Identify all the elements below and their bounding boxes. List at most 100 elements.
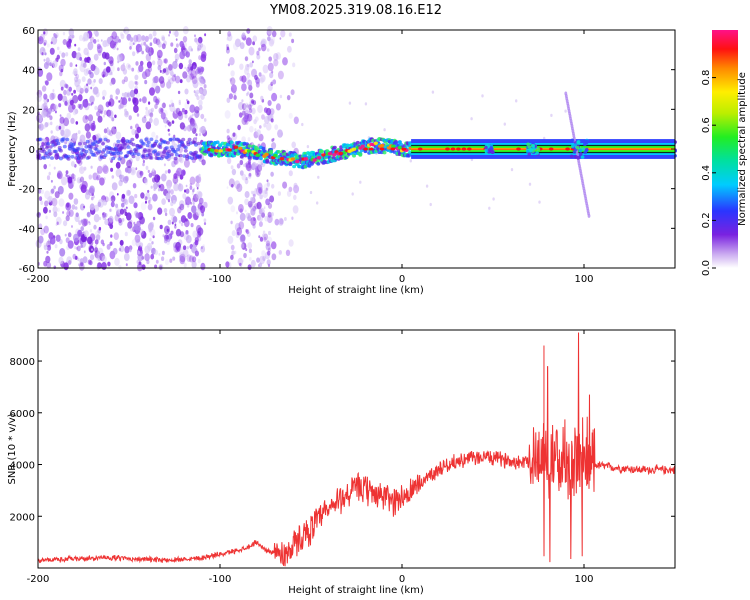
- spectral-cell: [168, 34, 171, 37]
- spectral-cell: [186, 100, 190, 105]
- spectral-cell: [176, 43, 179, 48]
- spectral-cell: [200, 54, 207, 62]
- spectral-cell: [125, 263, 128, 267]
- spectral-cell: [148, 117, 153, 124]
- spectral-cell: [564, 109, 567, 113]
- spectral-cell: [78, 142, 82, 146]
- spectral-cell: [61, 176, 68, 186]
- spectral-cell: [182, 193, 187, 199]
- spectral-cell: [109, 81, 113, 86]
- spectral-cell: [265, 122, 272, 131]
- spectral-cell: [368, 147, 374, 151]
- spectral-cell: [266, 182, 270, 187]
- spectral-cell: [271, 92, 278, 102]
- spectral-cell: [102, 40, 108, 48]
- spectral-cell: [267, 263, 271, 267]
- spectral-cell: [101, 51, 107, 59]
- spectral-cell: [227, 33, 233, 42]
- y-tick-label: 4000: [10, 461, 35, 472]
- spectral-cell: [183, 249, 189, 258]
- spectral-cell: [41, 52, 44, 56]
- spectral-cell: [178, 146, 184, 154]
- spectral-cell: [242, 259, 245, 263]
- spectral-cell: [102, 164, 108, 173]
- x-tick-label: 0: [399, 274, 405, 285]
- spectral-cell: [268, 56, 273, 62]
- spectral-cell: [278, 217, 284, 226]
- spectral-cell: [83, 47, 89, 56]
- spectral-cell: [178, 246, 185, 255]
- spectral-cell: [72, 109, 77, 116]
- spectral-cell: [135, 154, 140, 162]
- y-tick-label: 60: [22, 26, 35, 37]
- spectral-cell: [50, 188, 55, 194]
- spectral-cell: [137, 253, 144, 262]
- spectral-cell: [53, 166, 56, 170]
- spectral-cell: [271, 80, 275, 85]
- spectral-cell: [510, 168, 514, 172]
- spectral-cell: [185, 184, 188, 188]
- spectral-cell: [241, 32, 246, 38]
- spectral-cell: [92, 134, 97, 141]
- spectral-cell: [66, 256, 73, 265]
- spectral-cell: [48, 163, 51, 167]
- spectral-cell: [229, 78, 232, 82]
- spectral-cell: [584, 148, 589, 153]
- spectral-cell: [109, 241, 113, 246]
- spectral-cell: [184, 114, 188, 119]
- spectral-cell: [278, 250, 282, 255]
- spectral-cell: [155, 259, 159, 264]
- spectral-cell: [363, 147, 369, 151]
- spectral-cell: [152, 76, 157, 84]
- spectral-cell: [101, 71, 106, 78]
- spectral-cell: [273, 153, 278, 158]
- spectral-cell: [94, 247, 99, 253]
- spectral-cell: [76, 245, 81, 252]
- spectral-cell: [196, 187, 199, 190]
- spectral-cell: [78, 220, 82, 226]
- spectral-cell: [147, 200, 151, 204]
- spectral-cell: [301, 122, 304, 127]
- spectral-cell: [198, 104, 203, 111]
- spectral-cell: [127, 64, 132, 71]
- spectral-cell: [332, 153, 337, 157]
- spectral-cell: [89, 229, 93, 233]
- spectral-cell: [108, 215, 114, 223]
- spectral-cell: [139, 170, 144, 177]
- spectral-cell: [124, 245, 130, 254]
- spectral-cell: [417, 147, 423, 151]
- spectral-cell: [170, 42, 174, 47]
- spectral-cell: [185, 196, 192, 206]
- spectral-cell: [194, 175, 200, 183]
- spectral-cell: [79, 63, 86, 73]
- spectral-cell: [72, 71, 75, 75]
- spectral-cell: [226, 186, 229, 189]
- spectral-cell: [288, 112, 293, 119]
- spectral-cell: [103, 153, 108, 157]
- spectral-cell: [55, 32, 59, 38]
- spectral-cell: [96, 176, 99, 181]
- spectral-cell: [153, 117, 159, 126]
- spectral-cell: [445, 147, 450, 151]
- spectral-cell: [202, 88, 207, 97]
- spectral-cell: [121, 79, 126, 85]
- spectral-cell: [191, 75, 198, 85]
- spectral-cell: [581, 147, 586, 151]
- spectral-cell: [77, 47, 81, 52]
- spectral-cell: [246, 63, 250, 68]
- spectral-cell: [316, 156, 322, 160]
- spectral-cell: [41, 85, 47, 92]
- spectral-cell: [277, 129, 283, 138]
- spectral-cell: [87, 114, 94, 122]
- spectral-cell: [130, 167, 136, 176]
- spectral-cell: [238, 112, 243, 118]
- spectral-cell: [48, 195, 53, 202]
- y-tick-label: 2000: [10, 512, 35, 523]
- spectral-cell: [75, 121, 79, 125]
- spectral-cell: [99, 177, 105, 186]
- spectral-cell: [76, 177, 82, 184]
- spectral-cell: [197, 258, 201, 264]
- tone-band: [411, 148, 675, 150]
- spectral-cell: [183, 232, 190, 241]
- spectral-cell: [68, 192, 74, 200]
